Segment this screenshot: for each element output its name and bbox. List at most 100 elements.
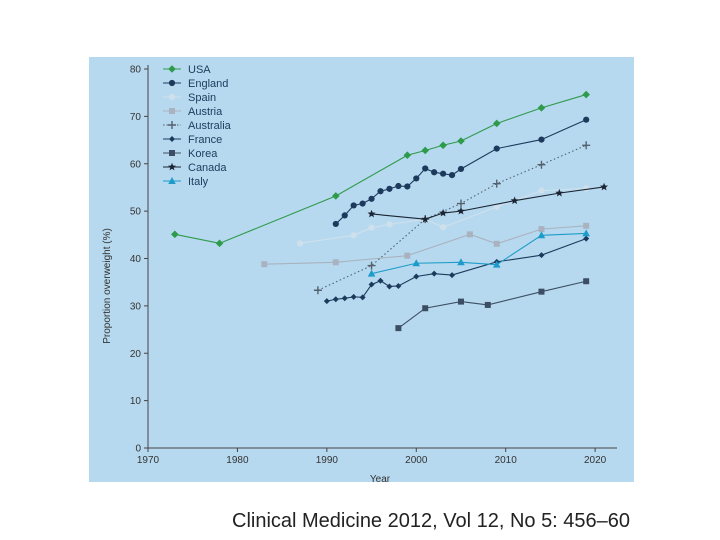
series-line-austria xyxy=(264,225,587,265)
y-tick-label: 60 xyxy=(130,159,142,170)
data-point xyxy=(449,272,456,279)
y-tick-label: 30 xyxy=(130,301,142,312)
citation-caption: Clinical Medicine 2012, Vol 12, No 5: 45… xyxy=(232,510,631,532)
data-point xyxy=(168,93,176,101)
legend-item-england: England xyxy=(163,78,228,90)
y-axis-label: Proportion overweight (%) xyxy=(102,228,113,344)
series-line-korea xyxy=(398,280,587,329)
data-point xyxy=(456,199,465,208)
data-point xyxy=(456,206,465,215)
data-point xyxy=(377,188,384,195)
data-point xyxy=(169,136,175,142)
data-point xyxy=(538,187,545,194)
data-point xyxy=(413,273,420,280)
data-point xyxy=(457,165,465,173)
data-point xyxy=(439,208,448,217)
data-point xyxy=(583,278,590,285)
data-point xyxy=(386,185,393,192)
legend-label: Canada xyxy=(188,162,227,174)
legend-label: Austria xyxy=(188,106,223,118)
data-point xyxy=(422,165,429,172)
data-point xyxy=(439,170,447,177)
data-point xyxy=(537,104,546,112)
data-point xyxy=(421,146,430,155)
series-line-france xyxy=(326,238,587,302)
x-axis-label: Year xyxy=(370,474,391,482)
data-point xyxy=(395,282,402,289)
data-point xyxy=(457,137,465,145)
x-tick-label: 1970 xyxy=(137,455,160,466)
data-point xyxy=(404,252,411,259)
legend: USA England Spain Austria Australia France Kor… xyxy=(163,64,232,188)
data-point xyxy=(368,195,375,202)
data-point xyxy=(582,141,591,150)
data-point xyxy=(431,270,438,277)
legend-label: Australia xyxy=(188,120,232,132)
legend-item-canada: Canada xyxy=(163,162,227,174)
series-france xyxy=(323,235,590,305)
legend-item-austria: Austria xyxy=(163,106,223,118)
data-point xyxy=(484,301,491,308)
data-point xyxy=(439,141,447,150)
legend-label: England xyxy=(188,78,228,90)
series-line-canada xyxy=(371,186,605,220)
data-point xyxy=(323,298,330,305)
data-point xyxy=(377,277,384,284)
series-canada xyxy=(367,182,609,223)
line-chart: 0 10 20 30 40 50 60 70 80 1970 1980 1990 2000 2010 202… xyxy=(102,64,617,482)
data-point xyxy=(350,202,357,209)
x-tick-label: 2010 xyxy=(495,455,518,466)
data-point xyxy=(395,182,402,190)
data-point xyxy=(296,240,304,247)
data-point xyxy=(583,185,590,192)
series-england xyxy=(332,116,590,228)
data-point xyxy=(439,224,447,231)
data-point xyxy=(448,172,456,179)
legend-label: Korea xyxy=(188,148,218,160)
data-point xyxy=(421,214,430,223)
y-tick-label: 50 xyxy=(130,207,142,218)
series-korea xyxy=(395,278,590,332)
data-point xyxy=(493,203,500,210)
x-tick-label: 2000 xyxy=(405,455,428,466)
data-point xyxy=(555,188,564,197)
data-point xyxy=(341,212,348,219)
y-tick-label: 70 xyxy=(130,112,142,123)
data-point xyxy=(169,108,175,114)
legend-label: Spain xyxy=(188,92,216,104)
data-point xyxy=(583,222,590,229)
data-point xyxy=(395,325,402,332)
data-point xyxy=(367,209,376,218)
data-point xyxy=(493,240,500,247)
data-point xyxy=(168,162,176,171)
legend-item-france: France xyxy=(163,134,222,146)
series-layer xyxy=(171,90,609,332)
data-point xyxy=(168,65,176,73)
data-point xyxy=(492,260,501,268)
data-point xyxy=(457,258,465,266)
data-point xyxy=(583,235,590,242)
series-line-italy xyxy=(371,232,587,275)
data-point xyxy=(341,295,348,302)
legend-item-korea: Korea xyxy=(163,148,218,160)
legend-item-australia: Australia xyxy=(163,120,232,132)
data-point xyxy=(350,293,357,300)
data-point xyxy=(332,296,339,303)
data-point xyxy=(492,179,501,188)
series-australia xyxy=(313,141,591,295)
data-point xyxy=(537,231,546,239)
data-point xyxy=(538,288,545,295)
data-point xyxy=(413,175,420,182)
data-point xyxy=(582,90,590,99)
data-point xyxy=(538,136,545,143)
data-point xyxy=(261,261,268,268)
data-point xyxy=(168,177,176,184)
data-point xyxy=(368,281,375,288)
y-tick-label: 10 xyxy=(130,396,142,407)
legend-label: USA xyxy=(188,64,211,76)
legend-item-spain: Spain xyxy=(163,92,216,104)
series-austria xyxy=(261,222,590,268)
data-point xyxy=(493,145,500,152)
data-point xyxy=(313,286,322,295)
data-point xyxy=(537,160,546,169)
